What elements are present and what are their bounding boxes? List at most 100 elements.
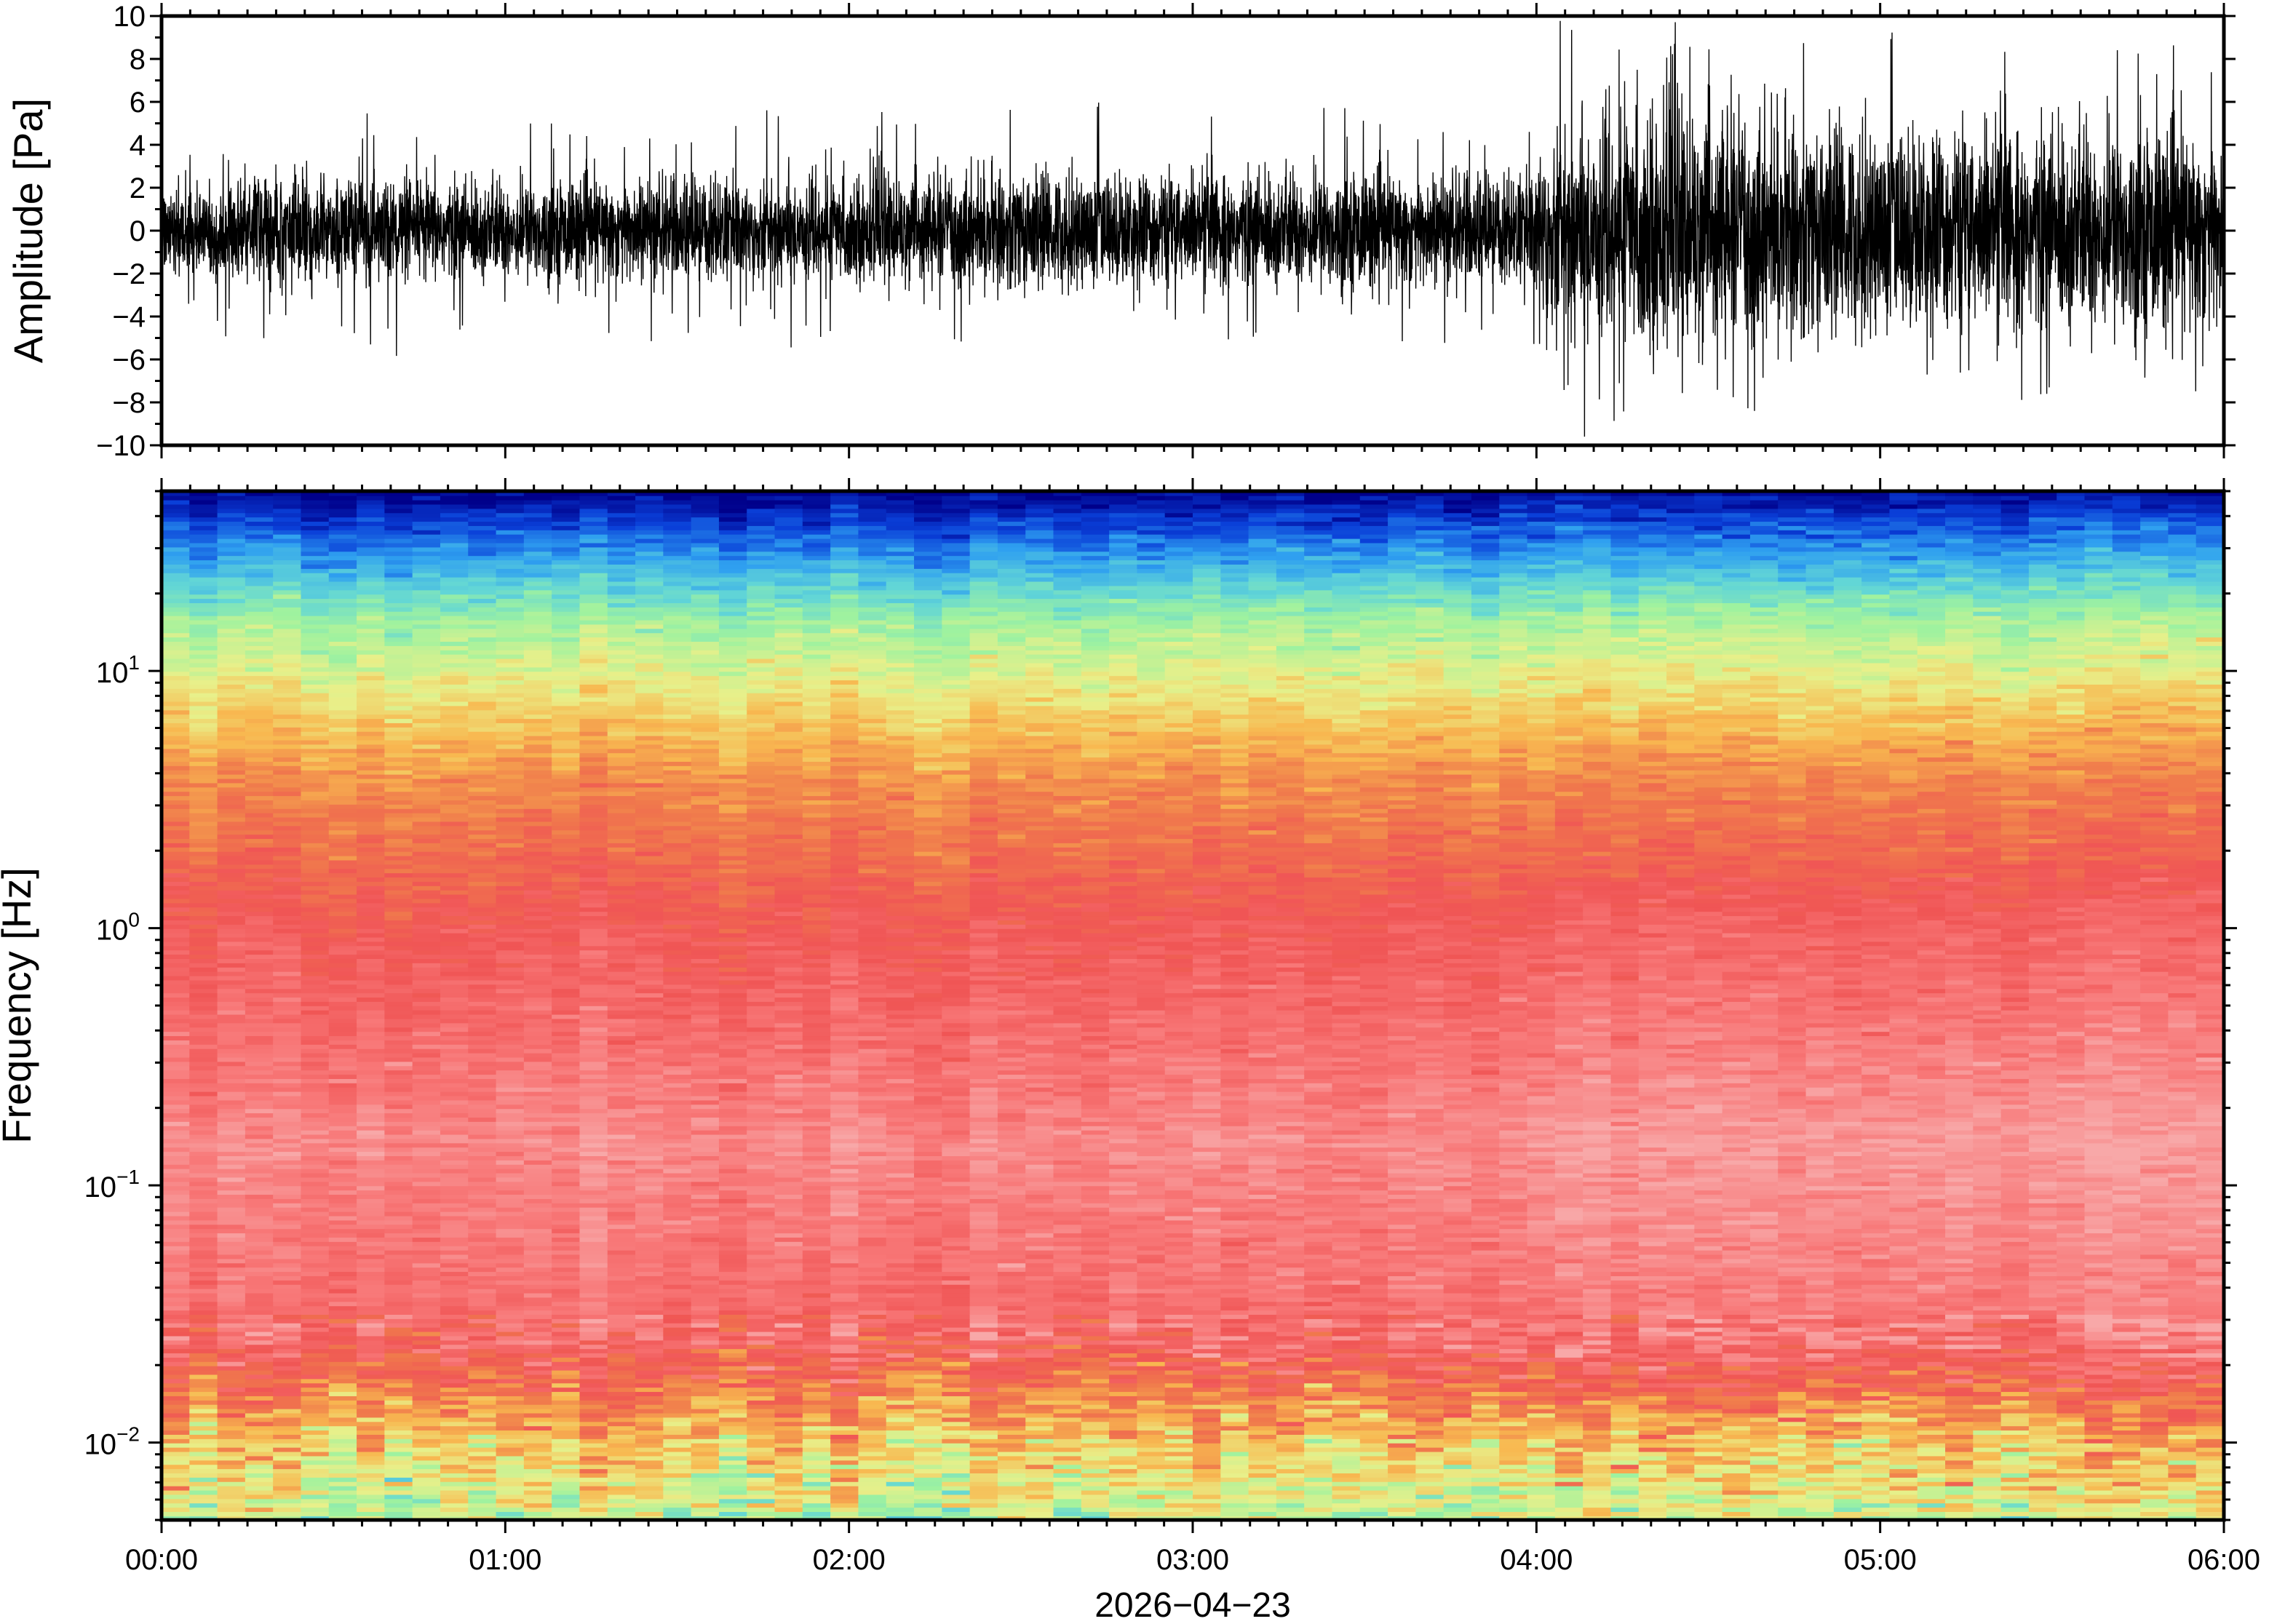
spectrogram-cell [607, 1331, 636, 1337]
spectrogram-cell [328, 714, 357, 720]
spectrogram-cell [357, 1267, 386, 1273]
spectrogram-cell [384, 1198, 413, 1203]
spectrogram-cell [189, 915, 218, 920]
spectrogram-cell [189, 1112, 218, 1118]
spectrogram-cell [412, 568, 441, 573]
spectrogram-cell [217, 902, 246, 908]
spectrogram-cell [273, 1344, 302, 1350]
spectrogram-cell [440, 868, 469, 874]
spectrogram-cell [273, 778, 302, 784]
spectrogram-cell [301, 829, 330, 835]
spectrogram-cell [440, 594, 469, 600]
spectrogram-cell [357, 1516, 386, 1520]
spectrogram-cell [663, 1468, 692, 1473]
spectrogram-cell [635, 979, 664, 985]
spectrogram-cell [217, 512, 246, 518]
spectrogram-cell [523, 1502, 552, 1508]
spectrogram-cell [273, 744, 302, 749]
spectrogram-cell [273, 624, 302, 629]
spectrogram-cell [552, 1280, 581, 1285]
spectrogram-cell [663, 748, 692, 754]
spectrogram-cell [328, 1507, 357, 1513]
spectrogram-cell [607, 649, 636, 655]
spectrogram-cell [440, 1147, 469, 1153]
spectrogram-cell [217, 1070, 246, 1075]
spectrogram-cell [523, 1507, 552, 1513]
spectrogram-cell [217, 1396, 246, 1401]
spectrogram-cell [523, 800, 552, 805]
spectrogram-cell [440, 1121, 469, 1126]
spectrogram-cell [579, 1442, 608, 1448]
spectrogram-cell [273, 979, 302, 985]
spectrogram-cell [273, 1151, 302, 1157]
spectrogram-cell [412, 1340, 441, 1345]
spectrogram-cell [384, 1142, 413, 1148]
spectrogram-cell [273, 1468, 302, 1473]
spectrogram-cell [328, 585, 357, 591]
spectrogram-cell [217, 1211, 246, 1217]
spectrogram-cell [273, 1421, 302, 1427]
spectrogram-cell [468, 1006, 497, 1011]
spectrogram-cell [189, 958, 218, 963]
spectrogram-cell [273, 915, 302, 920]
spectrogram-cell [412, 533, 441, 539]
spectrogram-cell [412, 1078, 441, 1083]
spectrogram-cell [579, 757, 608, 762]
spectrogram-cell [301, 979, 330, 985]
spectrogram-cell [162, 954, 191, 959]
spectrogram-cell [301, 1185, 330, 1191]
spectrogram-cell [217, 658, 246, 664]
spectrogram-cell [607, 1219, 636, 1225]
spectrogram-cell [162, 1477, 191, 1482]
spectrogram-cell [635, 1134, 664, 1139]
spectrogram-cell [357, 632, 386, 638]
spectrogram-cell [301, 1040, 330, 1045]
spectrogram-cell [245, 1421, 274, 1427]
spectrogram-cell [607, 1460, 636, 1465]
spectrogram-cell [273, 752, 302, 758]
spectrogram-cell [663, 1099, 692, 1105]
spectrogram-cell [273, 1001, 302, 1006]
spectrogram-cell [691, 1468, 720, 1473]
spectrogram-cell [468, 898, 497, 904]
spectrogram-cell [468, 666, 497, 672]
spectrogram-cell [523, 1241, 552, 1246]
spectrogram-cell [301, 752, 330, 758]
spectrogram-cell [328, 624, 357, 629]
spectrogram-cell [468, 1172, 497, 1178]
spectrogram-cell [718, 920, 748, 925]
spectrogram-cell [718, 838, 748, 843]
spectrogram-cell [468, 1271, 497, 1276]
spectrogram-cell [552, 1095, 581, 1101]
spectrogram-cell [328, 731, 357, 736]
spectrogram-cell [328, 568, 357, 573]
spectrogram-cell [189, 1151, 218, 1157]
spectrogram-cell [245, 576, 274, 582]
spectrogram-cell [412, 1147, 441, 1153]
spectrogram-cell [691, 1430, 720, 1435]
spectrogram-cell [579, 1177, 608, 1182]
spectrogram-cell [718, 684, 748, 689]
spectrogram-cell [245, 1040, 274, 1045]
spectrogram-cell [217, 1335, 246, 1341]
spectrogram-cell [384, 1035, 413, 1040]
spectrogram-cell [579, 1198, 608, 1203]
spectrogram-cell [579, 847, 608, 852]
spectrogram-cell [189, 610, 218, 616]
spectrogram-cell [552, 495, 581, 501]
spectrogram-cell [607, 576, 636, 582]
spectrogram-cell [412, 1344, 441, 1350]
spectrogram-cell [301, 1022, 330, 1028]
spectrogram-cell [691, 1400, 720, 1405]
spectrogram-cell [301, 1430, 330, 1435]
spectrogram-cell [663, 1464, 692, 1470]
spectrogram-cell [384, 637, 413, 642]
spectrogram-cell [579, 928, 608, 934]
spectrogram-cell [607, 1160, 636, 1165]
spectrogram-cell [635, 924, 664, 929]
spectrogram-cell [496, 1442, 525, 1448]
spectrogram-cell [523, 551, 552, 557]
spectrogram-cell [496, 1151, 525, 1157]
spectrogram-cell [691, 834, 720, 840]
spectrogram-cell [301, 1283, 330, 1289]
